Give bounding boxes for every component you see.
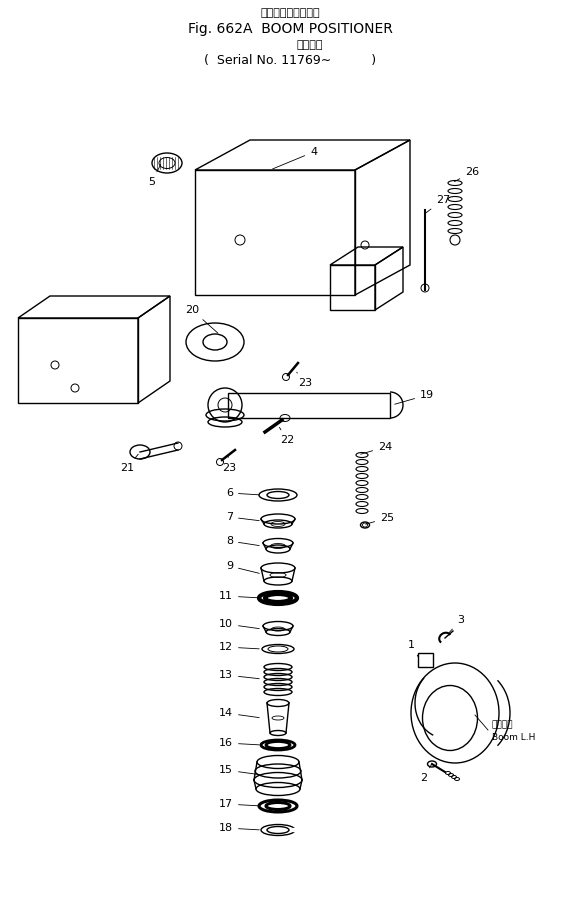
Text: 5: 5 <box>148 164 161 187</box>
Text: (  Serial No. 11769∼          ): ( Serial No. 11769∼ ) <box>204 54 376 67</box>
Text: 8: 8 <box>226 536 259 546</box>
Text: 27: 27 <box>425 195 450 213</box>
Text: 23: 23 <box>297 372 312 388</box>
Text: 3: 3 <box>449 615 464 632</box>
Text: Boom L.H: Boom L.H <box>492 734 535 742</box>
Text: 18: 18 <box>219 823 259 833</box>
Text: 22: 22 <box>279 428 294 445</box>
Text: 7: 7 <box>226 512 259 522</box>
Text: 16: 16 <box>219 738 259 748</box>
Text: 20: 20 <box>185 305 218 333</box>
Text: 13: 13 <box>219 670 259 680</box>
Text: 10: 10 <box>219 619 259 629</box>
Text: 6: 6 <box>226 488 259 498</box>
Text: 14: 14 <box>219 708 259 718</box>
Text: 25: 25 <box>365 513 394 525</box>
Text: 19: 19 <box>394 390 434 404</box>
Text: 26: 26 <box>454 167 479 182</box>
Text: 11: 11 <box>219 591 259 601</box>
Text: ブーム左: ブーム左 <box>492 720 514 729</box>
Circle shape <box>421 284 429 292</box>
Text: 21: 21 <box>120 455 138 473</box>
Text: ブーム　ポジショナ: ブーム ポジショナ <box>260 8 320 18</box>
Text: 適用号機: 適用号機 <box>297 40 323 50</box>
Text: 2: 2 <box>420 764 432 783</box>
Text: 24: 24 <box>361 442 392 455</box>
Text: 15: 15 <box>219 765 259 775</box>
Text: 23: 23 <box>222 455 236 473</box>
Text: 9: 9 <box>226 561 259 573</box>
Circle shape <box>217 458 224 466</box>
Text: 17: 17 <box>219 799 259 809</box>
Text: 4: 4 <box>272 147 317 169</box>
Text: Fig. 662A  BOOM POSITIONER: Fig. 662A BOOM POSITIONER <box>188 22 392 36</box>
Text: 12: 12 <box>219 642 259 652</box>
Text: 1: 1 <box>408 640 419 657</box>
Circle shape <box>282 373 289 381</box>
